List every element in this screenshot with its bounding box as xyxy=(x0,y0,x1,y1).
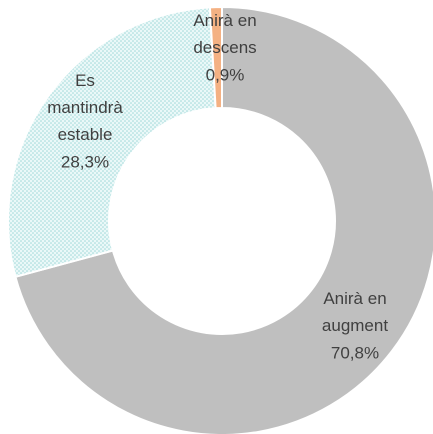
donut-slice xyxy=(14,5,433,434)
slice-label: Anirà en descens xyxy=(193,11,256,57)
donut-slice xyxy=(208,5,223,110)
value-label: 70,8% xyxy=(331,343,379,362)
value-label: 0,9% xyxy=(206,65,245,84)
donut-slice xyxy=(7,6,217,279)
slice-label: Es mantindrà estable xyxy=(47,71,123,144)
value-label: 28,3% xyxy=(61,152,109,171)
slice-label: Anirà en augment xyxy=(322,289,388,335)
